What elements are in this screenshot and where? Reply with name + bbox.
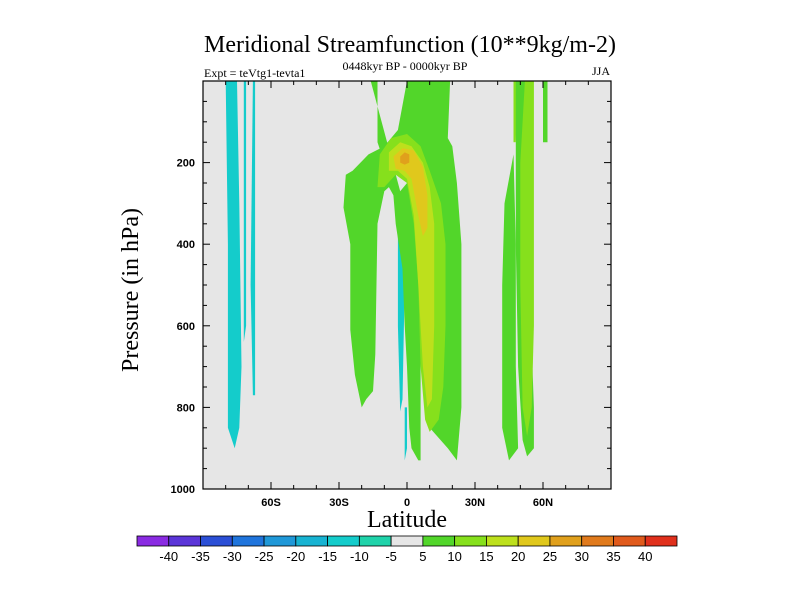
colorbar-label: -10	[350, 549, 369, 564]
colorbar-swatch	[390, 535, 424, 547]
colorbar-swatch	[613, 535, 646, 547]
colorbar-swatch	[486, 535, 519, 547]
colorbar-swatch	[168, 535, 201, 547]
contour-region-neg-band-70s	[225, 81, 242, 449]
x-tick-label: 30N	[465, 497, 485, 509]
x-tick-label: 0	[404, 497, 410, 509]
x-axis-label: Latitude	[367, 507, 447, 533]
x-tick-label: 60S	[261, 497, 281, 509]
colorbar-label: 20	[511, 549, 525, 564]
colorbar-label: 5	[419, 549, 426, 564]
y-tick-label: 1000	[171, 484, 195, 496]
colorbar-swatch	[295, 535, 328, 547]
colorbar-swatch	[581, 535, 614, 547]
colorbar-swatch	[644, 535, 678, 547]
y-axis-label: Pressure (in hPa)	[118, 208, 144, 372]
contour-region-neg-strip-64s	[250, 81, 256, 396]
contour-region-pos10-nh-top	[513, 81, 516, 143]
contour-region-pos5-nh-right	[543, 81, 548, 143]
colorbar-label: -20	[286, 549, 305, 564]
y-tick-label: 600	[177, 321, 195, 333]
colorbar-label: -25	[255, 549, 274, 564]
contour-region-pos20-main	[393, 148, 428, 236]
colorbar: -40 -35 -30 -25 -20 -15 -10 -5 5 10 15 20 25 30 35 40	[136, 535, 678, 564]
x-tick-label: 60N	[533, 497, 553, 509]
colorbar-label: -5	[385, 549, 397, 564]
colorbar-swatch	[454, 535, 487, 547]
colorbar-label: 25	[543, 549, 557, 564]
axis-ticks: 60S 30S 0 30N 60N 200 400 600 800 1000	[171, 81, 611, 509]
colorbar-swatch	[422, 535, 456, 547]
subtitle-left: Expt = teVtg1-tevta1	[204, 66, 305, 80]
colorbar-label: 40	[638, 549, 652, 564]
colorbar-swatch	[327, 535, 360, 547]
colorbar-swatch	[136, 535, 170, 547]
colorbar-swatch	[517, 535, 551, 547]
chart-title: Meridional Streamfunction (10**9kg/m-2)	[204, 32, 616, 58]
colorbar-swatch	[549, 535, 583, 547]
subtitle-center: 0448kyr BP - 0000kyr BP	[343, 59, 468, 73]
colorbar-label: 30	[574, 549, 588, 564]
colorbar-swatch	[263, 535, 297, 547]
x-tick-label: 30S	[329, 497, 349, 509]
contour-region-neg-strip-68s	[243, 81, 247, 343]
colorbar-label: 15	[479, 549, 493, 564]
contour-regions	[225, 81, 548, 461]
colorbar-label: -30	[223, 549, 242, 564]
y-tick-label: 200	[177, 158, 195, 170]
contour-region-pos5-nh-left	[502, 154, 519, 461]
colorbar-label: -40	[159, 549, 178, 564]
contour-region-pos10-nh	[520, 81, 534, 436]
y-tick-label: 800	[177, 402, 195, 414]
y-tick-label: 400	[177, 239, 195, 251]
colorbar-swatch	[200, 535, 233, 547]
colorbar-swatch	[231, 535, 265, 547]
contour-region-neg-blob-0	[404, 407, 407, 461]
colorbar-swatch	[358, 535, 392, 547]
colorbar-label: -35	[191, 549, 210, 564]
colorbar-label: -15	[318, 549, 337, 564]
colorbar-label: 10	[447, 549, 461, 564]
colorbar-label: 35	[606, 549, 620, 564]
subtitle-right: JJA	[592, 64, 610, 78]
contour-region-pos25-core	[400, 152, 410, 165]
